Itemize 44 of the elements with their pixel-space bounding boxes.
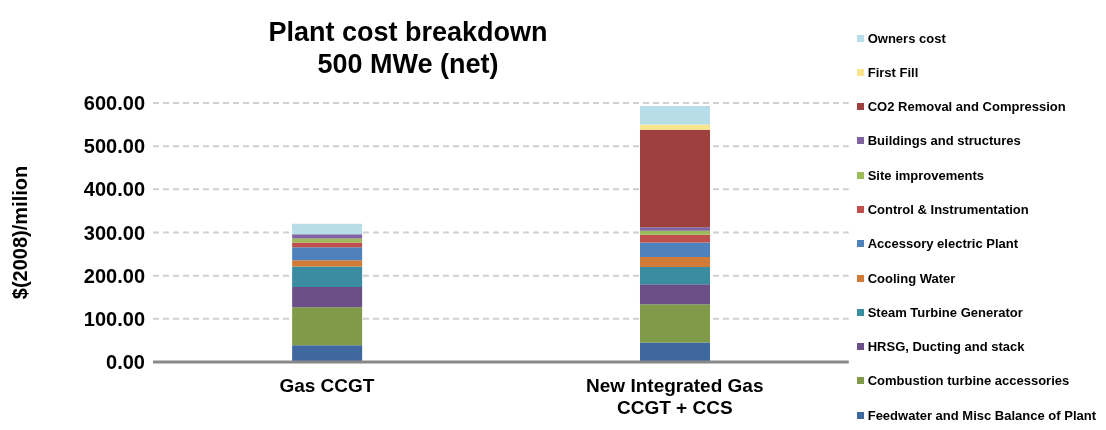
y-axis-title: $(2008)/milion <box>9 165 32 300</box>
y-tick-label: 400.00 <box>83 178 145 201</box>
y-tick-label: 0.00 <box>106 351 145 374</box>
y-tick-label: 300.00 <box>83 221 145 244</box>
bar <box>292 307 363 346</box>
bar <box>639 234 710 243</box>
bar <box>639 106 710 125</box>
legend-label: Feedwater and Misc Balance of Plant <box>867 407 1096 423</box>
bar <box>639 284 710 305</box>
legend-label: First Fill <box>867 64 919 80</box>
bar <box>292 242 363 248</box>
bar <box>639 230 710 235</box>
y-tick-label: 200.00 <box>83 264 145 287</box>
legend-label: Accessory electric Plant <box>867 236 1019 252</box>
legend-label: Site improvements <box>867 167 985 183</box>
bar <box>292 266 363 287</box>
legend-label: Owners cost <box>867 30 946 46</box>
legend-label: Steam Turbine Generator <box>867 304 1023 320</box>
bar <box>292 223 363 235</box>
bar <box>639 304 710 343</box>
bar <box>292 260 363 267</box>
bar <box>639 227 710 231</box>
legend-label: HRSG, Ducting and stack <box>867 339 1025 355</box>
legend-label: Combustion turbine accessories <box>867 373 1070 389</box>
legend-label: Control & Instrumentation <box>867 201 1029 217</box>
bar <box>292 247 363 261</box>
y-tick-label: 100.00 <box>83 307 145 330</box>
bar <box>292 345 363 362</box>
bar <box>639 242 710 258</box>
legend-label: Cooling Water <box>867 270 956 286</box>
bar <box>292 286 363 308</box>
x-tick-label: New Integrated Gas CCGT + CCS <box>586 375 764 418</box>
legend-label: Buildings and structures <box>867 133 1021 149</box>
x-tick-label: Gas CCGT <box>279 375 375 396</box>
legend-label: CO2 Removal and Compression <box>867 99 1066 115</box>
chart-title: Plant cost breakdown 500 MWe (net) <box>267 16 549 80</box>
bar <box>639 129 710 228</box>
bar <box>639 342 710 362</box>
bar <box>639 257 710 268</box>
bar <box>639 124 710 130</box>
y-tick-label: 600.00 <box>83 92 145 115</box>
y-tick-label: 500.00 <box>83 135 145 158</box>
bar <box>639 267 710 285</box>
bar <box>292 234 363 239</box>
